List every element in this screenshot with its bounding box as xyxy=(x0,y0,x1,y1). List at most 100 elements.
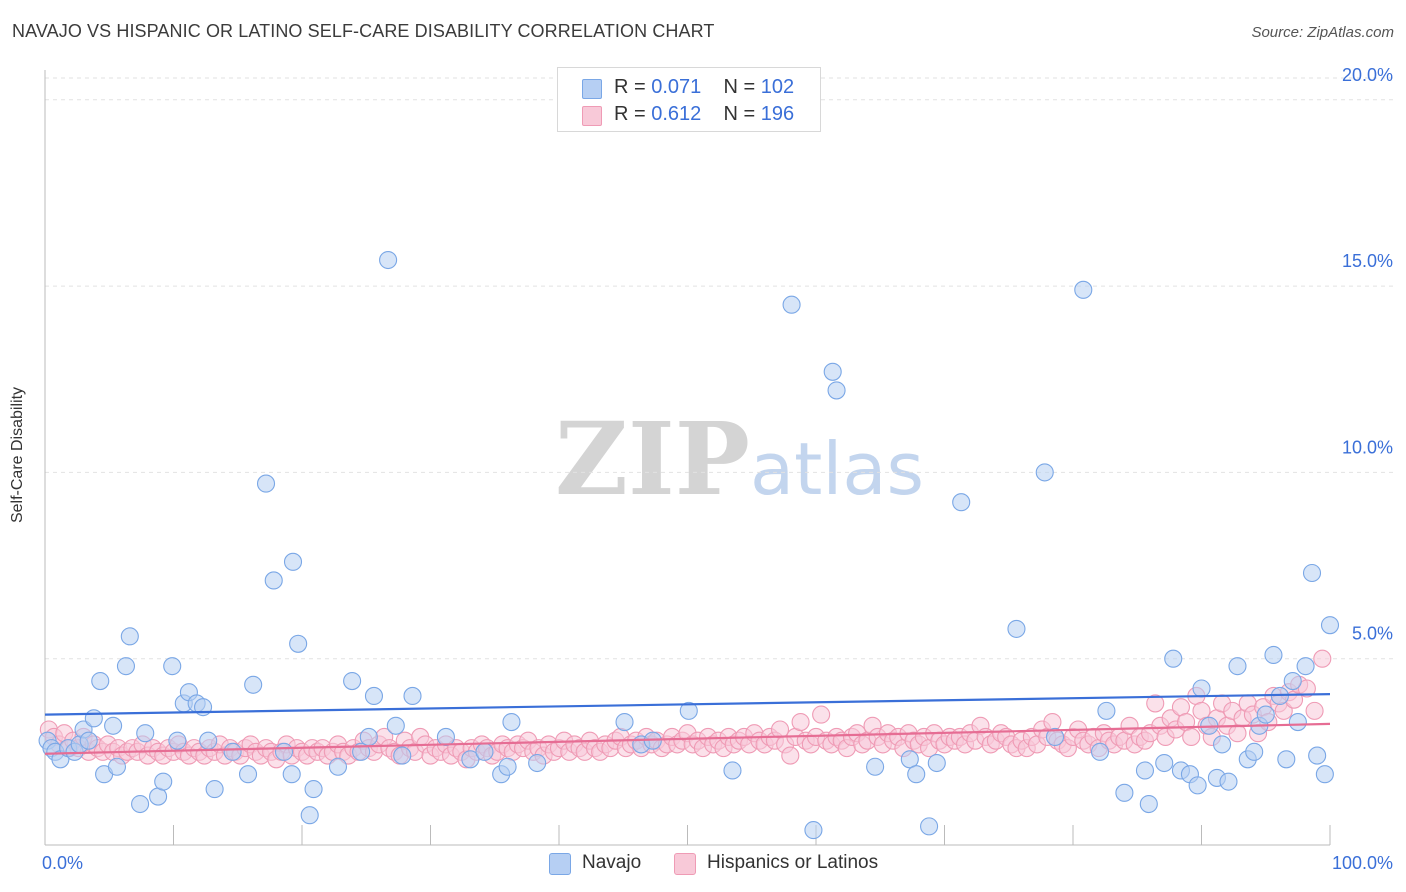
legend-swatch-navajo xyxy=(582,79,602,99)
navajo-point xyxy=(927,753,946,773)
navajo-point xyxy=(1264,645,1283,665)
navajo-point xyxy=(1283,672,1302,691)
hispanic-point xyxy=(812,705,831,724)
navajo-point xyxy=(436,727,455,746)
correlation-legend: R = 0.071 N = 102 R = 0.612 N = 196 xyxy=(557,67,821,132)
navajo-point xyxy=(679,701,698,720)
navajo-point xyxy=(163,657,182,676)
navajo-point xyxy=(498,757,517,776)
navajo-point xyxy=(238,765,258,784)
navajo-point xyxy=(1045,727,1065,746)
navajo-point xyxy=(199,731,218,750)
navajo-point xyxy=(289,634,308,653)
navajo-point xyxy=(1035,463,1054,482)
navajo-point xyxy=(352,742,371,761)
chart-title: NAVAJO VS HISPANIC OR LATINO SELF-CARE D… xyxy=(12,21,715,41)
navajo-point xyxy=(403,686,422,706)
navajo-point xyxy=(1155,753,1174,773)
navajo-point xyxy=(827,381,846,400)
navajo-point xyxy=(1256,705,1275,724)
navajo-point xyxy=(1228,657,1247,676)
navajo-point xyxy=(1164,649,1183,668)
navajo-point xyxy=(91,672,110,691)
navajo-point xyxy=(1213,735,1232,754)
navajo-point xyxy=(120,627,139,646)
navajo-point xyxy=(1315,765,1334,784)
y-tick-label: 20.0% xyxy=(1342,65,1393,85)
navajo-point xyxy=(1302,563,1322,583)
navajo-point xyxy=(256,474,276,493)
legend-swatch-navajo-bottom xyxy=(549,853,571,875)
navajo-point xyxy=(1188,776,1207,795)
hispanic-point xyxy=(1043,712,1062,732)
navajo-point xyxy=(168,731,187,750)
x-tick-label: 0.0% xyxy=(42,853,83,873)
y-axis-label: Self-Care Disability xyxy=(9,386,26,524)
legend-stats-navajo: R = 0.071 N = 102 xyxy=(614,76,795,98)
navajo-point xyxy=(804,821,823,840)
navajo-point xyxy=(300,806,319,825)
navajo-point xyxy=(1135,761,1155,780)
legend-swatch-hispanic xyxy=(582,106,602,126)
hispanic-point xyxy=(1297,679,1316,698)
navajo-point xyxy=(223,742,242,761)
navajo-point xyxy=(1308,746,1327,765)
navajo-point xyxy=(1097,701,1116,720)
navajo-point xyxy=(379,250,398,270)
navajo-point xyxy=(283,552,303,571)
navajo-point xyxy=(274,742,294,761)
series-legend: Navajo Hispanics or Latinos xyxy=(0,852,1406,878)
watermark-zip: ZIP xyxy=(555,400,750,518)
navajo-point xyxy=(131,794,150,814)
navajo-point xyxy=(1296,657,1315,676)
y-tick-label: 15.0% xyxy=(1342,251,1393,271)
hispanic-point xyxy=(1182,727,1201,746)
navajo-point xyxy=(1192,679,1211,698)
x-tick-label: 100.0% xyxy=(1332,853,1393,873)
navajo-point xyxy=(364,686,384,706)
navajo-point xyxy=(264,571,283,590)
navajo-point xyxy=(1115,783,1134,802)
legend-label-hispanic: Hispanics or Latinos xyxy=(707,852,879,873)
navajo-point xyxy=(328,757,348,776)
navajo-point xyxy=(782,295,801,314)
navajo-point xyxy=(1245,742,1264,761)
navajo-point xyxy=(1139,794,1158,814)
navajo-point xyxy=(104,716,123,735)
navajo-point xyxy=(107,757,127,776)
navajo-point xyxy=(1090,742,1110,761)
navajo-point xyxy=(205,780,224,799)
hispanic-point xyxy=(1305,701,1324,720)
hispanic-trend-line xyxy=(44,722,1331,755)
watermark-atlas: atlas xyxy=(749,427,924,511)
navajo-point xyxy=(1277,750,1296,769)
navajo-point xyxy=(502,712,521,732)
navajo-point xyxy=(1288,712,1307,732)
navajo-point xyxy=(282,765,301,784)
navajo-point xyxy=(461,750,480,769)
navajo-point xyxy=(304,780,323,799)
navajo-point xyxy=(615,712,634,732)
legend-swatch-hispanic-bottom xyxy=(674,853,696,875)
navajo-point xyxy=(920,817,939,836)
navajo-point xyxy=(823,362,842,381)
hispanic-point xyxy=(1120,716,1139,735)
navajo-point xyxy=(393,746,412,765)
navajo-point xyxy=(866,757,885,776)
hispanic-point xyxy=(781,746,800,765)
navajo-point xyxy=(136,724,155,743)
navajo-point xyxy=(154,772,173,791)
watermark: ZIPatlas xyxy=(555,400,924,518)
navajo-point xyxy=(84,709,103,728)
navajo-point xyxy=(386,716,405,735)
navajo-point xyxy=(1007,619,1026,638)
navajo-point xyxy=(244,675,263,694)
navajo-point xyxy=(900,750,919,769)
source-label: Source: ZipAtlas.com xyxy=(1251,24,1394,41)
hispanic-point xyxy=(1313,649,1332,668)
y-tick-label: 10.0% xyxy=(1342,437,1393,457)
legend-label-navajo: Navajo xyxy=(582,852,642,873)
navajo-point xyxy=(343,672,362,691)
navajo-point xyxy=(952,493,971,512)
